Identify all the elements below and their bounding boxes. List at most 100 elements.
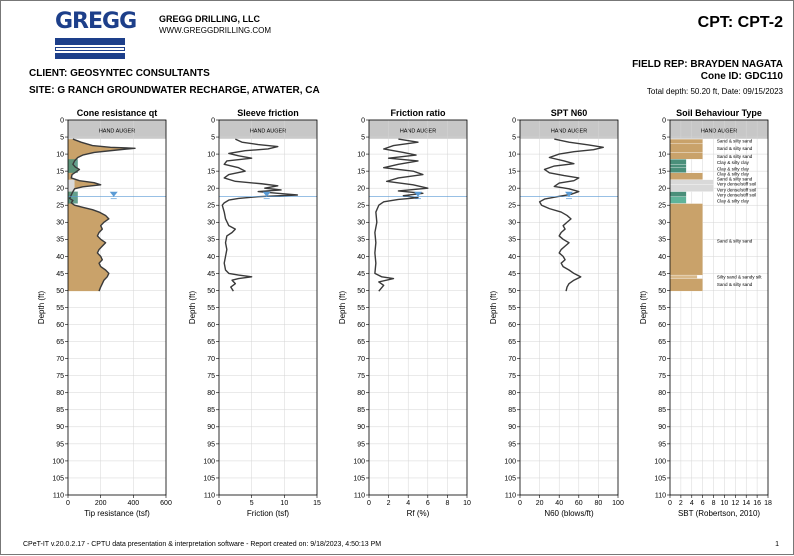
sbt-layer-label: Sand & silty sand bbox=[717, 239, 753, 244]
y-tick-label: 10 bbox=[56, 151, 64, 158]
y-axis-label: Depth (ft) bbox=[188, 290, 197, 324]
y-tick-label: 100 bbox=[504, 458, 516, 465]
y-tick-label: 30 bbox=[56, 220, 64, 227]
x-tick-label: 10 bbox=[721, 500, 729, 507]
y-tick-label: 105 bbox=[654, 475, 666, 482]
y-tick-label: 75 bbox=[658, 373, 666, 380]
site-label: SITE: bbox=[29, 85, 55, 96]
logo-wordmark: GREGG bbox=[55, 9, 137, 34]
y-tick-label: 20 bbox=[658, 186, 666, 193]
x-tick-label: 20 bbox=[536, 500, 544, 507]
x-tick-label: 2 bbox=[387, 500, 391, 507]
chart-5: Soil Behaviour Type HAND AUGER Sand & silt… bbox=[639, 108, 772, 518]
y-tick-label: 25 bbox=[207, 203, 215, 210]
y-tick-label: 30 bbox=[357, 220, 365, 227]
sbt-layer bbox=[669, 191, 687, 197]
company-url: WWW.GREGGDRILLING.COM bbox=[159, 26, 271, 35]
x-tick-label: 60 bbox=[575, 500, 583, 507]
y-tick-label: 110 bbox=[204, 492, 215, 499]
site-value: G RANCH GROUNDWATER RECHARGE, ATWATER, C… bbox=[57, 85, 320, 96]
x-axis-label: N60 (blows/ft) bbox=[544, 509, 594, 518]
logo-bar-top bbox=[55, 38, 125, 45]
gregg-logo: GREGG bbox=[55, 9, 137, 61]
water-level-icon bbox=[109, 191, 118, 197]
y-tick-label: 40 bbox=[357, 254, 365, 261]
y-tick-label: 105 bbox=[504, 475, 516, 482]
y-tick-label: 20 bbox=[508, 186, 516, 193]
y-tick-label: 25 bbox=[56, 203, 64, 210]
y-tick-label: 60 bbox=[207, 322, 215, 329]
chart-title: SPT N60 bbox=[551, 108, 588, 118]
y-tick-label: 25 bbox=[508, 203, 516, 210]
y-tick-label: 5 bbox=[662, 134, 666, 141]
x-tick-label: 10 bbox=[280, 500, 288, 507]
y-tick-label: 45 bbox=[508, 271, 516, 278]
x-tick-label: 0 bbox=[367, 500, 371, 507]
x-axis-label: Friction (tsf) bbox=[247, 509, 290, 518]
y-tick-label: 95 bbox=[508, 441, 516, 448]
hand-auger-label: HAND AUGER bbox=[250, 128, 286, 134]
y-tick-label: 15 bbox=[357, 169, 365, 176]
y-tick-label: 10 bbox=[207, 151, 215, 158]
sbt-layer-label: Clay & silty clay bbox=[717, 199, 750, 204]
x-tick-label: 6 bbox=[701, 500, 705, 507]
y-tick-label: 65 bbox=[508, 339, 516, 346]
y-tick-label: 0 bbox=[361, 117, 365, 124]
chart-title: Friction ratio bbox=[390, 108, 446, 118]
x-tick-label: 6 bbox=[426, 500, 430, 507]
y-tick-label: 40 bbox=[207, 254, 215, 261]
x-tick-label: 400 bbox=[127, 500, 139, 507]
y-tick-label: 85 bbox=[207, 407, 215, 414]
y-tick-label: 75 bbox=[56, 373, 64, 380]
sbt-layer-label: Sand & silty sand bbox=[717, 282, 753, 287]
company-name: GREGG DRILLING, LLC bbox=[159, 14, 260, 24]
x-tick-label: 4 bbox=[690, 500, 694, 507]
x-axis-label: Tip resistance (tsf) bbox=[84, 509, 150, 518]
y-tick-label: 20 bbox=[207, 186, 215, 193]
x-tick-label: 15 bbox=[313, 500, 321, 507]
hand-auger-band bbox=[219, 120, 317, 139]
y-tick-label: 75 bbox=[207, 373, 215, 380]
y-tick-label: 55 bbox=[207, 305, 215, 312]
sbt-layer-label: Clay & silty clay bbox=[717, 171, 750, 176]
y-tick-label: 100 bbox=[353, 458, 365, 465]
y-tick-label: 55 bbox=[658, 305, 666, 312]
sbt-layer bbox=[669, 159, 687, 165]
y-tick-label: 70 bbox=[207, 356, 215, 363]
y-tick-label: 40 bbox=[56, 254, 64, 261]
y-tick-label: 85 bbox=[357, 407, 365, 414]
sbt-layer bbox=[669, 152, 703, 160]
y-tick-label: 15 bbox=[658, 169, 666, 176]
y-tick-label: 90 bbox=[508, 424, 516, 431]
sbt-layer-label: Clay & silty clay bbox=[717, 160, 750, 165]
y-tick-label: 50 bbox=[56, 288, 64, 295]
field-rep: FIELD REP: BRAYDEN NAGATA bbox=[632, 59, 783, 70]
page-number: 1 bbox=[775, 541, 779, 548]
y-tick-label: 10 bbox=[508, 151, 516, 158]
y-tick-label: 30 bbox=[207, 220, 215, 227]
y-tick-label: 70 bbox=[658, 356, 666, 363]
y-tick-label: 5 bbox=[211, 134, 215, 141]
y-tick-label: 5 bbox=[361, 134, 365, 141]
y-tick-label: 70 bbox=[508, 356, 516, 363]
y-axis-label: Depth (ft) bbox=[489, 290, 498, 324]
sbt-layer-label: Very dense/stiff soil bbox=[717, 193, 757, 198]
y-tick-label: 70 bbox=[56, 356, 64, 363]
dense-band bbox=[68, 179, 75, 192]
cone-id: Cone ID: GDC110 bbox=[700, 71, 783, 82]
client-label: CLIENT: bbox=[29, 68, 68, 79]
x-tick-label: 14 bbox=[742, 500, 750, 507]
y-tick-label: 45 bbox=[658, 271, 666, 278]
water-level-icon bbox=[565, 191, 573, 197]
y-axis-label: Depth (ft) bbox=[639, 290, 648, 324]
hand-auger-label: HAND AUGER bbox=[701, 128, 737, 134]
y-tick-label: 110 bbox=[655, 492, 666, 499]
y-axis-label: Depth (ft) bbox=[37, 290, 46, 324]
y-tick-label: 75 bbox=[508, 373, 516, 380]
y-tick-label: 0 bbox=[60, 117, 64, 124]
x-tick-label: 80 bbox=[595, 500, 603, 507]
y-tick-label: 35 bbox=[508, 237, 516, 244]
hand-auger-label: HAND AUGER bbox=[99, 128, 135, 134]
y-tick-label: 110 bbox=[505, 492, 516, 499]
y-tick-label: 5 bbox=[60, 134, 64, 141]
